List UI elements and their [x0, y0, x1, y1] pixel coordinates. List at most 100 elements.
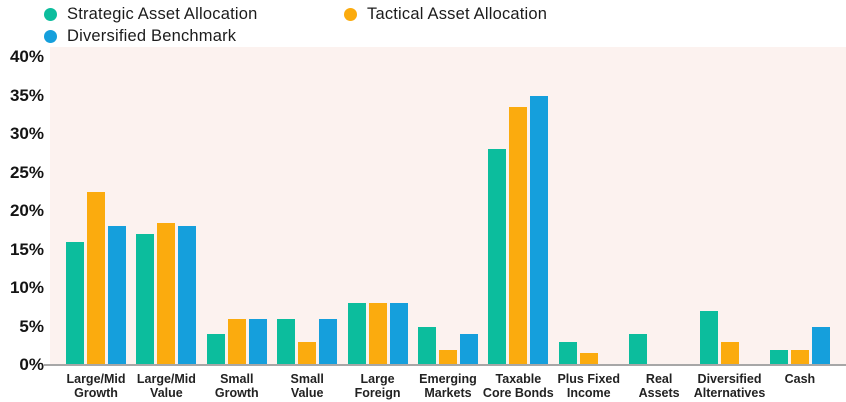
x-axis-label: Large/Mid Growth	[66, 372, 126, 401]
bar-slot	[509, 107, 528, 365]
bar-diversified-6	[459, 334, 478, 365]
bar-diversified-7	[530, 95, 549, 365]
legend-item-tactical: Tactical Asset Allocation	[344, 5, 547, 24]
bar-diversified-3	[248, 318, 267, 365]
benchmark-series-dot-icon	[44, 30, 57, 43]
bar-tactical-3	[227, 318, 246, 365]
x-axis-label: Cash	[784, 372, 816, 386]
x-axis-label: Real Assets	[638, 372, 680, 401]
bar-strategic-2	[136, 234, 155, 365]
bar-strategic-10	[699, 311, 718, 365]
bar-slot	[699, 311, 718, 365]
x-axis-label: Taxable Core Bonds	[482, 372, 554, 401]
x-axis-line	[44, 364, 846, 366]
bar-strategic-5	[347, 303, 366, 365]
bar-tactical-4	[298, 341, 317, 365]
bar-tactical-11	[790, 349, 809, 365]
bar-slot	[298, 341, 317, 365]
bar-tactical-6	[438, 349, 457, 365]
bar-diversified-1	[108, 226, 126, 365]
bar-strategic-9	[629, 334, 648, 365]
bar-strategic-3	[206, 334, 225, 365]
bar-slot	[417, 326, 436, 365]
y-tick-40: 40%	[9, 47, 44, 66]
bar-slot	[790, 349, 809, 365]
strategic-series-dot-icon	[44, 8, 57, 21]
bar-slot	[530, 95, 549, 365]
bar-slot	[108, 226, 126, 365]
bar-slot	[206, 334, 225, 365]
bar-tactical-1	[87, 191, 105, 365]
bar-slot	[389, 303, 408, 365]
bar-groups: Large/Mid Growth Large/Mid Value Small Growth…	[50, 47, 846, 400]
bar-tactical-7	[509, 107, 528, 365]
bar-group-small-value: Small Value	[277, 47, 338, 400]
y-tick-15: 15%	[9, 239, 44, 259]
bar-tactical-10	[720, 341, 739, 365]
x-axis-label: Emerging Markets	[419, 372, 477, 401]
bar-group-plus-fixed-income: Plus Fixed Income	[557, 47, 620, 400]
bar-strategic-6	[417, 326, 436, 365]
legend-label-strategic: Strategic Asset Allocation	[67, 5, 258, 23]
bar-strategic-1	[66, 241, 84, 365]
legend-item-strategic: Strategic Asset Allocation	[44, 5, 344, 24]
y-tick-35: 35%	[9, 85, 44, 105]
bar-slot	[558, 341, 577, 365]
bar-slot	[87, 191, 105, 365]
bar-group-taxable-core-bonds: Taxable Core Bonds	[483, 47, 554, 400]
x-axis-label: Small Growth	[214, 372, 259, 401]
bar-slot	[157, 222, 176, 365]
bar-slot	[579, 353, 598, 365]
bar-diversified-11	[811, 326, 830, 365]
bar-tactical-2	[157, 222, 176, 365]
bar-group-emerging-markets: Emerging Markets	[417, 47, 478, 400]
bar-slot	[488, 149, 507, 365]
bar-group-cash: Cash	[769, 47, 830, 386]
bar-slot	[459, 334, 478, 365]
bar-slot	[769, 349, 788, 365]
bar-slot	[66, 241, 84, 365]
legend-item-benchmark: Diversified Benchmark	[44, 27, 236, 46]
bar-strategic-11	[769, 349, 788, 365]
y-tick-30: 30%	[9, 124, 44, 143]
bar-slot	[438, 349, 457, 365]
x-axis-label: Large Foreign	[354, 372, 401, 401]
bar-tactical-5	[368, 303, 387, 365]
y-tick-10: 10%	[9, 278, 44, 297]
bar-slot	[319, 318, 338, 365]
bar-slot	[720, 341, 739, 365]
y-tick-0: 0%	[19, 355, 44, 374]
bar-slot	[277, 318, 296, 365]
bar-slot	[227, 318, 246, 365]
bar-diversified-5	[389, 303, 408, 365]
legend-row-2: Diversified Benchmark	[44, 27, 547, 46]
legend-row-1: Strategic Asset Allocation Tactical Asse…	[44, 5, 547, 24]
y-tick-20: 20%	[9, 201, 44, 220]
x-axis-label: Diversified Alternatives	[693, 372, 766, 401]
bar-slot	[368, 303, 387, 365]
legend-label-benchmark: Diversified Benchmark	[67, 27, 237, 45]
bar-group-large-foreign: Large Foreign	[347, 47, 408, 400]
plot-area: Large/Mid Growth Large/Mid Value Small Growth…	[50, 47, 846, 400]
y-tick-5: 5%	[19, 316, 44, 336]
bar-diversified-2	[178, 226, 197, 365]
bar-slot	[811, 326, 830, 365]
bar-slot	[629, 334, 648, 365]
bar-slot	[347, 303, 366, 365]
legend-label-tactical: Tactical Asset Allocation	[367, 5, 548, 23]
bar-slot	[136, 234, 155, 365]
x-axis-label: Small Value	[290, 372, 324, 401]
bar-slot	[178, 226, 197, 365]
bar-strategic-8	[558, 341, 577, 365]
x-axis-label: Plus Fixed Income	[557, 372, 620, 401]
bar-diversified-4	[319, 318, 338, 365]
bar-group-small-growth: Small Growth	[206, 47, 267, 400]
bar-group-large-mid-growth: Large/Mid Growth	[66, 47, 126, 400]
y-tick-25: 25%	[9, 162, 44, 182]
bar-strategic-4	[277, 318, 296, 365]
x-axis-label: Large/Mid Value	[136, 372, 196, 401]
bar-group-real-assets: Real Assets	[629, 47, 689, 400]
bar-group-diversified-alternatives: Diversified Alternatives	[694, 47, 765, 400]
tactical-series-dot-icon	[344, 8, 357, 21]
